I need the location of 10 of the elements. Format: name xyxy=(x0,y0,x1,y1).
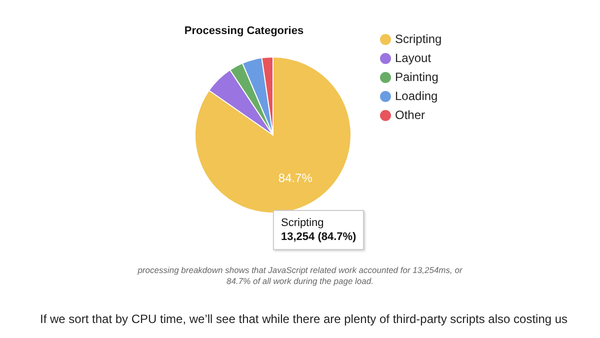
legend-label: Other xyxy=(395,108,426,122)
text: Scripting 13,254 (84.7%) xyxy=(281,216,356,244)
text: If we sort that by CPU time, we’ll see that while there are plenty of third-party scripts also costing us xyxy=(40,312,569,326)
legend-label: Layout xyxy=(395,51,432,65)
legend-label: Painting xyxy=(395,70,438,84)
text: processing breakdown shows that JavaScript related work accounted for 13,254ms, or 84.7% of all work during the page load. xyxy=(136,265,464,287)
legend-label: Loading xyxy=(395,89,438,103)
legend-label: Scripting xyxy=(395,32,442,46)
chart-title: Processing Categories xyxy=(183,25,305,37)
data-label: 84.7% xyxy=(278,170,313,185)
